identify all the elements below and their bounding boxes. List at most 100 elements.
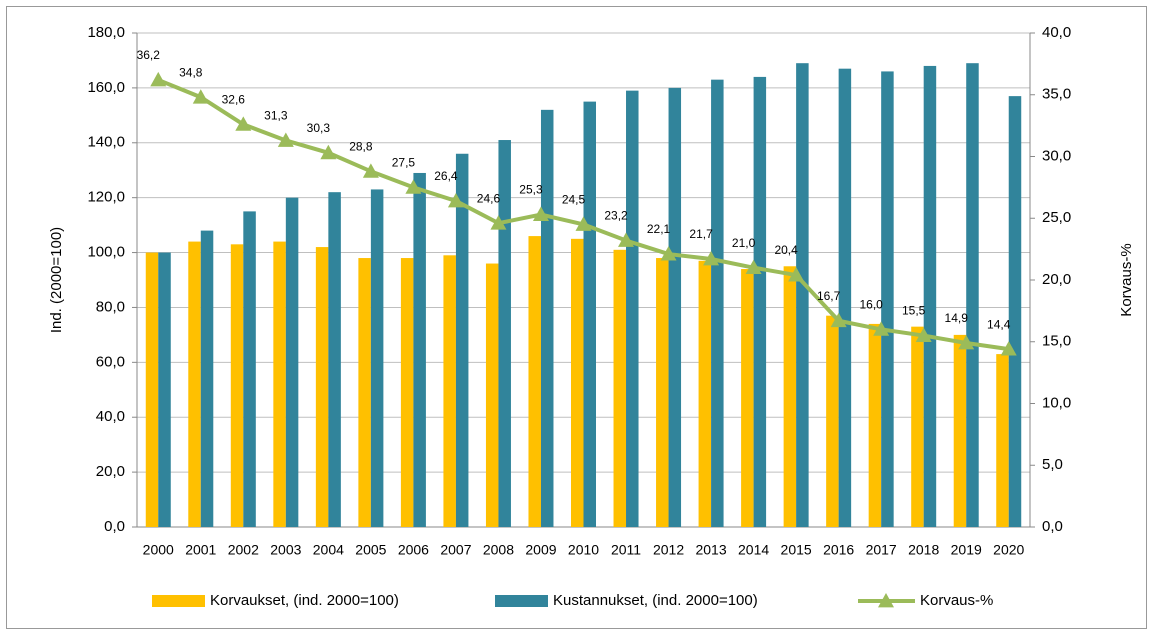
y-tick-label: 140,0 <box>87 134 125 151</box>
bar <box>656 258 669 527</box>
y-tick-label: 180,0 <box>87 24 125 41</box>
bar <box>370 189 384 527</box>
y-tick-label: 0,0 <box>104 518 125 535</box>
bar <box>753 76 767 528</box>
marker <box>150 71 167 87</box>
bar <box>1008 96 1022 527</box>
bar <box>953 334 967 527</box>
marker <box>277 132 294 147</box>
data-label: 28,8 <box>349 139 373 153</box>
x-tick-label: 2008 <box>483 542 514 558</box>
marker <box>873 321 890 336</box>
y-tick-label: 20,0 <box>96 463 125 480</box>
data-label: 26,4 <box>434 169 458 183</box>
bar <box>668 87 682 527</box>
marker <box>320 144 337 160</box>
bar <box>273 241 286 528</box>
legend-swatch <box>495 595 548 607</box>
y2-tick-label: 5,0 <box>1042 456 1063 473</box>
marker <box>575 216 592 231</box>
y-axis-label: Ind. (2000=100) <box>48 227 65 333</box>
bar <box>881 71 894 527</box>
bar <box>540 109 554 527</box>
marker <box>362 163 379 178</box>
y-tick-label: 40,0 <box>96 408 125 425</box>
y2-tick-label: 40,0 <box>1042 24 1071 41</box>
bar <box>328 192 341 527</box>
marker <box>660 246 677 261</box>
bar <box>285 197 299 527</box>
x-tick-label: 2001 <box>185 542 216 558</box>
data-label: 27,5 <box>392 156 416 170</box>
bar <box>583 101 596 527</box>
data-label: 24,6 <box>477 191 501 205</box>
data-label: 16,0 <box>859 298 883 312</box>
bar <box>741 269 754 527</box>
x-tick-label: 2020 <box>993 542 1024 558</box>
bar <box>455 153 469 527</box>
y-tick-label: 100,0 <box>87 244 125 261</box>
marker <box>915 327 932 342</box>
data-label: 32,6 <box>222 93 246 107</box>
bar <box>443 255 456 528</box>
bar <box>796 63 809 527</box>
bar <box>200 230 214 527</box>
data-label: 30,3 <box>307 121 331 135</box>
marker <box>235 116 252 131</box>
x-tick-label: 2003 <box>270 542 301 558</box>
x-tick-label: 2019 <box>951 542 982 558</box>
legend-label: Korvaus-% <box>920 592 993 609</box>
y2-axis-label: Korvaus-% <box>1118 243 1135 316</box>
y2-tick-label: 30,0 <box>1042 147 1071 164</box>
y2-tick-label: 35,0 <box>1042 86 1071 103</box>
data-label: 36,2 <box>137 48 161 62</box>
marker <box>788 267 805 282</box>
bar <box>783 266 797 527</box>
legend-label: Kustannukset, (ind. 2000=100) <box>553 592 758 609</box>
bar <box>923 65 937 527</box>
bar <box>145 252 159 528</box>
y-tick-label: 120,0 <box>87 189 125 206</box>
x-tick-label: 2002 <box>228 542 259 558</box>
x-tick-label: 2004 <box>313 542 344 558</box>
marker <box>703 251 720 266</box>
bar <box>911 326 924 527</box>
y2-tick-label: 15,0 <box>1042 333 1071 350</box>
data-label: 22,1 <box>647 222 671 236</box>
marker <box>745 259 762 275</box>
x-tick-label: 2012 <box>653 542 684 558</box>
bar <box>188 241 201 528</box>
data-label: 14,9 <box>945 311 969 325</box>
bar <box>400 258 414 527</box>
legend-marker <box>878 593 894 608</box>
data-label: 24,5 <box>562 193 586 207</box>
marker <box>1000 341 1017 356</box>
x-tick-label: 2000 <box>143 542 174 558</box>
bar <box>230 244 244 528</box>
data-label: 23,2 <box>604 209 628 223</box>
bar <box>413 172 426 527</box>
data-label: 31,3 <box>264 109 288 123</box>
x-tick-label: 2011 <box>611 542 641 558</box>
data-label: 14,4 <box>987 317 1011 331</box>
y-tick-label: 80,0 <box>96 298 125 315</box>
marker <box>490 215 507 230</box>
x-tick-label: 2005 <box>355 542 386 558</box>
bar <box>243 211 256 527</box>
bar <box>571 238 584 528</box>
marker <box>447 192 464 208</box>
bar <box>826 315 839 527</box>
x-tick-label: 2017 <box>866 542 897 558</box>
marker <box>830 312 847 328</box>
data-label: 20,4 <box>774 243 798 257</box>
data-label: 21,7 <box>689 227 713 241</box>
x-tick-label: 2006 <box>398 542 429 558</box>
bar <box>158 252 171 528</box>
bar <box>698 260 712 527</box>
y2-tick-label: 20,0 <box>1042 271 1071 288</box>
bar <box>528 236 541 528</box>
x-tick-label: 2016 <box>823 542 854 558</box>
data-label: 34,8 <box>179 65 203 79</box>
marker <box>192 89 209 104</box>
